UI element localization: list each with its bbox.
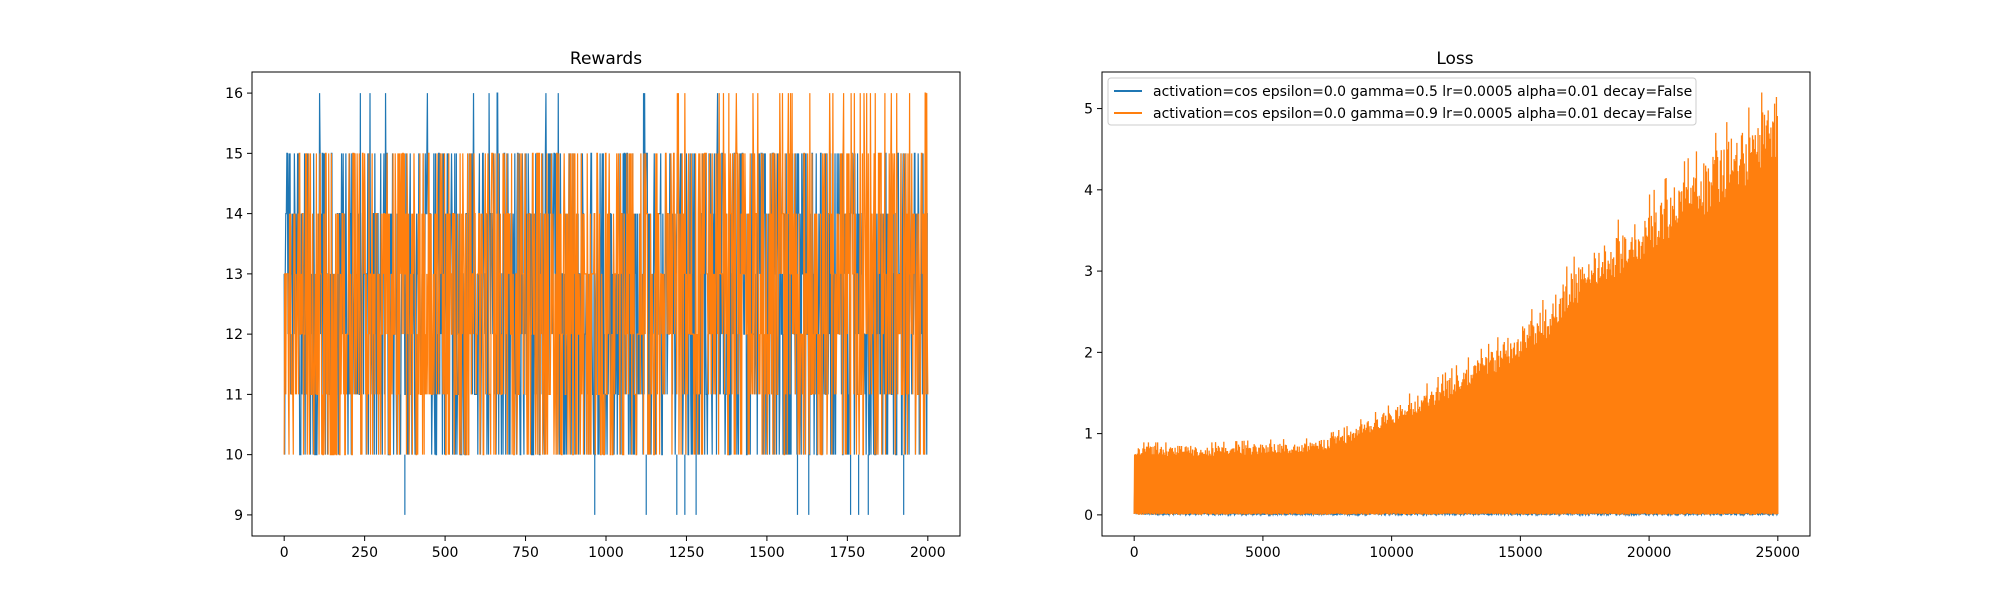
x-tick-label: 1500 — [749, 545, 785, 561]
x-tick-label: 15000 — [1498, 545, 1543, 561]
x-tick-label: 750 — [512, 545, 539, 561]
x-tick-label: 0 — [280, 545, 289, 561]
rewards-ticks: 0 250 500 750 1000 1250 1500 1750 2000 9 10 11 12 13 1… — [225, 86, 945, 561]
y-tick-label: 15 — [225, 146, 243, 162]
x-tick-label: 0 — [1130, 545, 1139, 561]
y-tick-label: 10 — [225, 448, 243, 464]
loss-axes-frame — [1101, 71, 1811, 537]
rewards-title: Rewards — [570, 49, 642, 69]
rewards-series-2-line — [283, 92, 929, 456]
y-tick-label: 13 — [225, 267, 243, 283]
x-tick-label: 5000 — [1245, 545, 1281, 561]
y-tick-label: 11 — [225, 387, 243, 403]
loss-plot-area — [1133, 92, 1779, 517]
rewards-plot-area — [283, 92, 929, 515]
x-tick-label: 10000 — [1369, 545, 1414, 561]
loss-title: Loss — [1436, 49, 1473, 69]
rewards-chart: Rewards 0 250 500 750 1000 1250 1500 1750 2000 9 1… — [225, 49, 961, 561]
x-tick-label: 250 — [351, 545, 378, 561]
x-tick-label: 1250 — [669, 545, 705, 561]
legend-label-series-1: activation=cos epsilon=0.0 gamma=0.5 lr=… — [1153, 84, 1692, 100]
loss-ticks: 0 5000 10000 15000 20000 25000 0 1 2 3 4 5 — [1084, 102, 1800, 561]
x-tick-label: 1000 — [588, 545, 624, 561]
x-tick-label: 2000 — [910, 545, 946, 561]
y-tick-label: 9 — [234, 508, 243, 524]
loss-chart: Loss 0 5000 10000 15000 20000 25000 0 1 2 3 4 5 act… — [1084, 49, 1811, 561]
y-tick-label: 4 — [1084, 183, 1093, 199]
y-tick-label: 3 — [1084, 264, 1093, 280]
loss-legend: activation=cos epsilon=0.0 gamma=0.5 lr=… — [1107, 77, 1697, 126]
x-tick-label: 25000 — [1756, 545, 1801, 561]
loss-series-2-line — [1133, 92, 1779, 515]
y-tick-label: 14 — [225, 207, 243, 223]
y-tick-label: 12 — [225, 327, 243, 343]
x-tick-label: 500 — [432, 545, 459, 561]
y-tick-label: 1 — [1084, 427, 1093, 443]
legend-box — [1107, 77, 1697, 126]
x-tick-label: 20000 — [1627, 545, 1672, 561]
y-tick-label: 0 — [1084, 508, 1093, 524]
x-tick-label: 1750 — [830, 545, 866, 561]
legend-label-series-2: activation=cos epsilon=0.0 gamma=0.9 lr=… — [1153, 106, 1692, 122]
y-tick-label: 16 — [225, 86, 243, 102]
y-tick-label: 5 — [1084, 102, 1093, 118]
y-tick-label: 2 — [1084, 345, 1093, 361]
